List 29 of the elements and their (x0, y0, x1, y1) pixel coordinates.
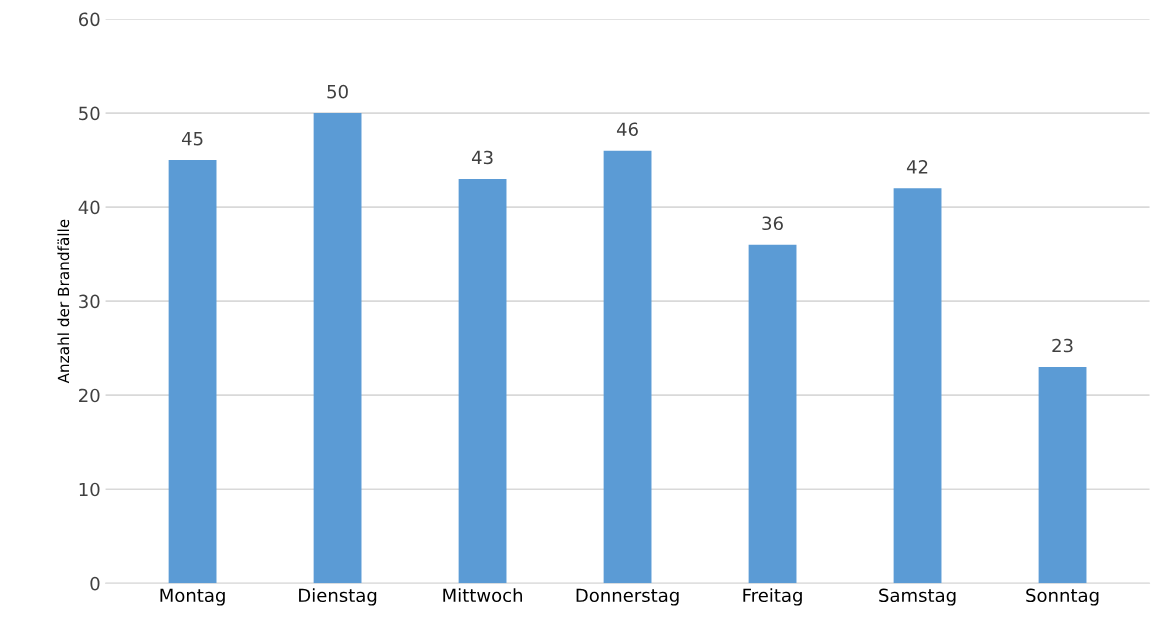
y-tick-label: 30 (79, 294, 100, 309)
data-label: 43 (471, 150, 493, 165)
y-tick-label: 60 (78, 12, 100, 27)
x-tick-label: Samstag (879, 588, 956, 606)
bar (603, 150, 652, 584)
data-label: 46 (616, 122, 638, 137)
bar (313, 113, 362, 584)
x-tick-label: Donnerstag (576, 588, 679, 606)
y-tick-label: 40 (78, 200, 100, 215)
y-tick-label: 50 (79, 106, 100, 121)
x-tick-label: Mittwoch (443, 588, 522, 603)
y-tick-label: 20 (79, 388, 100, 403)
y-tick-label: 10 (79, 482, 100, 497)
bar (458, 178, 507, 584)
bar (1038, 366, 1087, 584)
data-label: 23 (1052, 338, 1073, 353)
bar (748, 244, 797, 584)
data-label: 45 (181, 132, 203, 146)
x-tick-label: Freitag (743, 588, 802, 606)
data-label: 42 (906, 160, 928, 174)
y-axis-title: Anzahl der Brandfälle (57, 219, 70, 384)
x-tick-label: Dienstag (299, 588, 377, 606)
bar (168, 160, 217, 584)
data-label: 36 (762, 216, 783, 231)
bar (893, 188, 942, 584)
x-tick-label: Sonntag (1026, 588, 1099, 606)
data-label: 50 (327, 84, 348, 99)
y-tick-label: 0 (90, 576, 100, 591)
x-tick-label: Montag (160, 588, 225, 606)
